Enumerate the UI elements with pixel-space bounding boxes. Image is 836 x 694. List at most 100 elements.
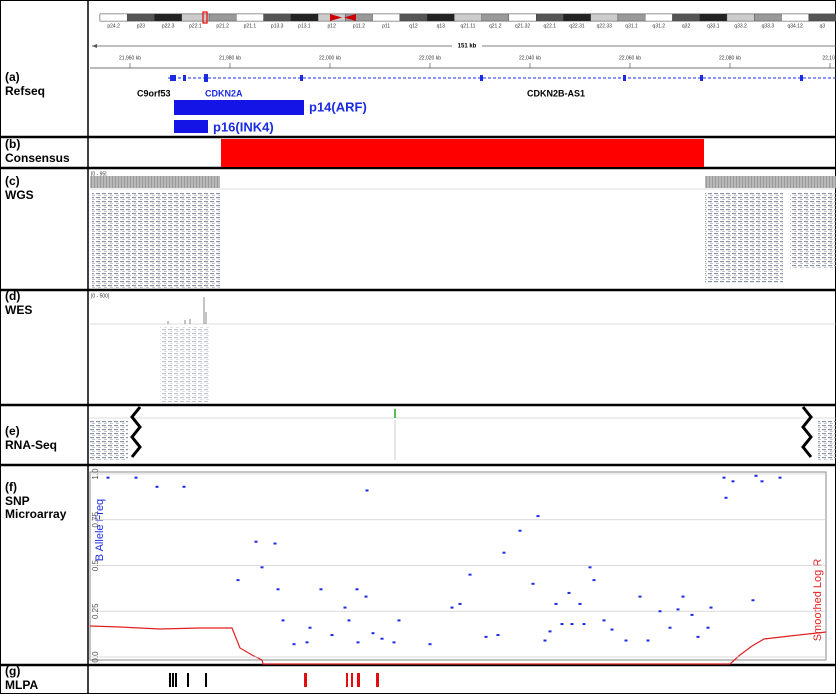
snp-point: [429, 643, 432, 645]
snp-point: [639, 596, 642, 598]
snp-point: [625, 640, 628, 642]
snp-point: [183, 486, 186, 488]
coverage: [90, 176, 220, 188]
snp-point: [135, 477, 138, 479]
snp-point: [348, 619, 351, 621]
snp-point: [306, 641, 309, 643]
ideogram-band: [645, 14, 672, 21]
band-label: q31.2: [653, 23, 666, 29]
scale-arrow: [92, 44, 97, 48]
mlpa-probes-retained: [169, 673, 207, 687]
band-label: p13.1: [298, 23, 311, 29]
snp-point: [398, 619, 401, 621]
band-label: q22.33: [597, 23, 613, 29]
band-label: q12: [409, 23, 418, 29]
transcript-p16: [174, 120, 208, 133]
ideogram-band: [100, 14, 127, 21]
snp-point: [561, 623, 564, 625]
band-label: q32: [682, 23, 691, 29]
snp-point: [593, 579, 596, 581]
coverage: [168, 297, 206, 324]
ideogram-band: [781, 14, 808, 21]
ideogram-band: [809, 14, 836, 21]
ruler-label: 22,020 kb: [419, 55, 441, 61]
ruler-label: 22,040 kb: [519, 55, 541, 61]
snp-point: [277, 588, 280, 590]
ideogram-band: [264, 14, 291, 21]
y-axis-title: B Allele Freq: [94, 499, 106, 561]
snp-point: [732, 480, 735, 482]
ideogram-band: [155, 14, 182, 21]
snp-point: [752, 599, 755, 601]
snp-point: [549, 630, 552, 632]
frame: [1, 1, 836, 694]
band-label: q33.1: [707, 23, 720, 29]
panel-letter: (g): [5, 664, 20, 678]
panel-name: WGS: [5, 188, 34, 202]
snp-point: [603, 619, 606, 621]
band-label: q34.12: [787, 23, 803, 29]
band-label: p12: [328, 23, 337, 29]
band-label: p22.1: [189, 23, 202, 29]
panel-letter: (b): [5, 137, 20, 151]
snp-point: [366, 489, 369, 491]
snp-point: [611, 629, 614, 631]
reads: [705, 193, 783, 283]
band-label: p11: [382, 23, 390, 29]
ideogram-band: [536, 14, 563, 21]
snp-point: [320, 588, 323, 590]
snp-point: [331, 634, 334, 636]
transcript-label: p14(ARF): [309, 99, 367, 114]
break-mark: [132, 407, 140, 457]
band-label: q22.31: [569, 23, 585, 29]
ideogram-band: [563, 14, 590, 21]
snp-point: [755, 475, 758, 477]
snp-point: [293, 643, 296, 645]
panel-name: Consensus: [5, 151, 70, 165]
snp-point: [725, 497, 728, 499]
panel-letter: (c): [5, 174, 20, 188]
ideogram-band: [127, 14, 154, 21]
snp-point: [261, 566, 264, 568]
reads: [90, 420, 128, 460]
panel-letter: (d): [5, 289, 20, 303]
snp-point: [571, 623, 574, 625]
snp-point: [555, 603, 558, 605]
panel-name: Microarray: [5, 507, 67, 521]
gene-label: CDKN2B-AS1: [527, 88, 585, 98]
panel-letter: (f): [5, 480, 17, 494]
y-tick-label: 0.25: [91, 603, 100, 619]
snp-point: [107, 477, 110, 479]
snp-point: [589, 566, 592, 568]
ruler-label: 22,000 kb: [319, 55, 341, 61]
ruler-label: 22,080 kb: [719, 55, 741, 61]
snp-point: [393, 641, 396, 643]
snp-point: [579, 603, 582, 605]
ideogram-band: [427, 14, 454, 21]
ideogram-band: [618, 14, 645, 21]
snp-point: [469, 574, 472, 576]
snp-point: [691, 614, 694, 616]
snp-point: [532, 583, 535, 585]
ideogram-band: [182, 14, 209, 21]
panel-name: RNA-Seq: [5, 438, 57, 452]
snp-point: [365, 596, 368, 598]
snp-point: [356, 588, 359, 590]
snp-point: [568, 592, 571, 594]
gene-label: C9orf53: [137, 88, 171, 98]
plot-frame: [90, 472, 826, 660]
band-label: p21.2: [216, 23, 229, 29]
snp-point: [682, 596, 685, 598]
ideogram-band: [373, 14, 400, 21]
panel-name: MLPA: [5, 678, 38, 692]
band-label: p21.1: [244, 23, 257, 29]
snp-point: [583, 623, 586, 625]
ideogram-band: [727, 14, 754, 21]
band-label: q31.1: [625, 23, 638, 29]
band-label: p24.2: [107, 23, 120, 29]
band-label: q13: [437, 23, 446, 29]
reads: [818, 420, 836, 460]
ruler-label: 22,100: [822, 55, 836, 61]
snp-point: [544, 640, 547, 642]
band-label: q21.32: [515, 23, 531, 29]
